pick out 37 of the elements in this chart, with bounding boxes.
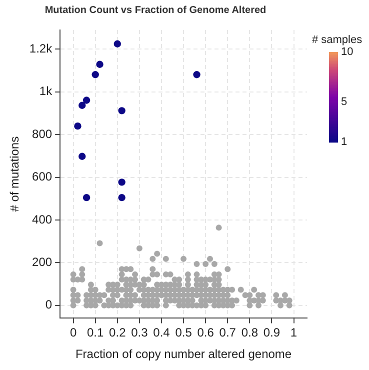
- x-tick-label: 0.2: [109, 326, 126, 340]
- point: [82, 194, 90, 202]
- point: [118, 178, 126, 186]
- color-bar-label: 1: [341, 136, 348, 148]
- color-bar-label: 5: [341, 96, 348, 108]
- x-tick-label: 1: [290, 326, 298, 340]
- point: [74, 122, 82, 130]
- point: [82, 96, 90, 104]
- point: [92, 71, 99, 78]
- x-axis-title: Fraction of copy number altered genome: [75, 347, 292, 362]
- point: [118, 194, 126, 202]
- x-tick-label: 0.8: [241, 326, 258, 340]
- color-bar-title: # samples: [312, 34, 363, 46]
- y-tick-label: 1.2k: [29, 42, 54, 56]
- point: [78, 152, 86, 160]
- point: [96, 60, 104, 68]
- point: [118, 107, 126, 114]
- x-tick-label: 0.6: [197, 326, 214, 340]
- chart-title: Mutation Count vs Fraction of Genome Altered: [44, 4, 266, 16]
- x-tick-label: 0.7: [219, 326, 236, 340]
- x-tick-label: 0.5: [175, 326, 192, 340]
- point: [114, 40, 121, 48]
- x-tick-label: 0.4: [153, 326, 170, 340]
- y-axis-title: # of mutations: [8, 136, 22, 212]
- y-tick-label: 400: [32, 212, 52, 226]
- x-tick-label: 0.9: [263, 326, 280, 340]
- x-tick-label: 0: [70, 326, 77, 340]
- color-bar-label: 10: [341, 46, 354, 58]
- point: [78, 102, 86, 109]
- y-tick-label: 1k: [39, 84, 54, 98]
- y-tick-label: 200: [32, 255, 52, 270]
- y-tick-label: 0: [45, 298, 52, 312]
- y-tick-label: 600: [32, 170, 52, 184]
- x-tick-label: 0.3: [131, 326, 148, 340]
- point: [193, 71, 200, 78]
- y-tick-label: 800: [32, 126, 52, 141]
- x-tick-label: 0.1: [87, 326, 104, 340]
